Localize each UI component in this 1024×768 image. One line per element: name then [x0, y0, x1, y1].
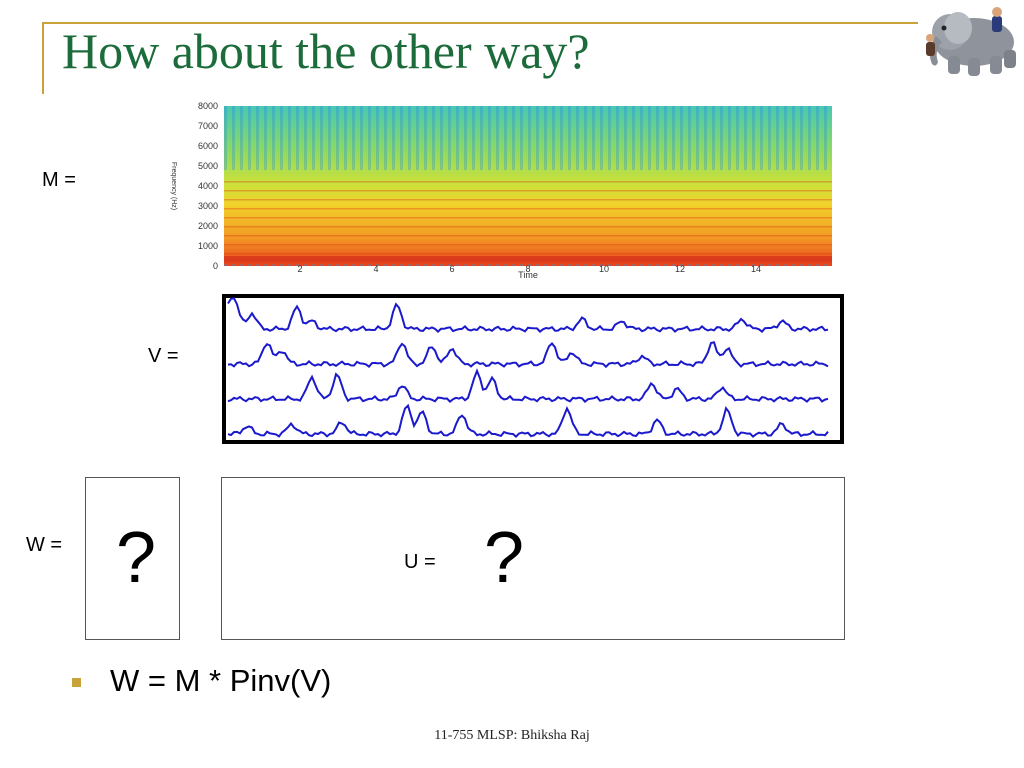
w-label: W = — [26, 534, 63, 556]
title-accent-rule-vertical — [42, 22, 44, 94]
equation-bullet: W = M * Pinv(V) — [110, 663, 332, 698]
spectrogram-xtick-label: 8 — [525, 264, 530, 274]
title-accent-rule-horizontal — [42, 22, 918, 24]
spectrogram-ytick-label: 4000 — [198, 181, 218, 191]
elephant-cartoon-icon — [926, 7, 1016, 76]
spectrogram-ytick-label: 7000 — [198, 121, 218, 131]
spectrogram-ylabel: Frequency (Hz) — [170, 162, 177, 210]
activation-plot-v — [222, 294, 844, 444]
slide-footer: 11-755 MLSP: Bhiksha Raj — [434, 728, 590, 743]
activation-trace — [227, 368, 829, 403]
u-unknown: ? — [484, 518, 525, 598]
activation-trace — [227, 341, 829, 369]
spectrogram-ytick-label: 0 — [213, 261, 218, 271]
spectrogram-xlabel: Time — [518, 270, 538, 280]
spectrogram-ytick-label: 6000 — [198, 141, 218, 151]
w-matrix-box: ? — [85, 477, 180, 640]
spectrogram-m: 8000 7000 6000 5000 4000 3000 2000 1000 0 2 4 6 8 10… — [170, 101, 832, 280]
spectrogram-ytick-label: 1000 — [198, 241, 218, 251]
spectrogram-xtick-label: 14 — [751, 264, 761, 274]
spectrogram-ytick-label: 5000 — [198, 161, 218, 171]
u-matrix-box: U = ? — [221, 477, 845, 640]
activation-trace — [227, 297, 829, 333]
slide-title: How about the other way? — [62, 23, 590, 79]
spectrogram-xtick-label: 4 — [373, 264, 378, 274]
activation-trace — [227, 403, 829, 438]
spectrogram-xtick-label: 2 — [297, 264, 302, 274]
spectrogram-xtick-label: 6 — [449, 264, 454, 274]
m-label: M = — [42, 169, 76, 191]
spectrogram-ytick-label: 2000 — [198, 221, 218, 231]
spectrogram-ytick-label: 3000 — [198, 201, 218, 211]
w-unknown: ? — [116, 518, 157, 598]
spectrogram-xtick-label: 12 — [675, 264, 685, 274]
spectrogram-ytick-label: 8000 — [198, 101, 218, 111]
v-label: V = — [148, 345, 179, 367]
u-label: U = — [404, 551, 436, 573]
spectrogram-xtick-label: 10 — [599, 264, 609, 274]
bullet-marker — [72, 678, 81, 687]
